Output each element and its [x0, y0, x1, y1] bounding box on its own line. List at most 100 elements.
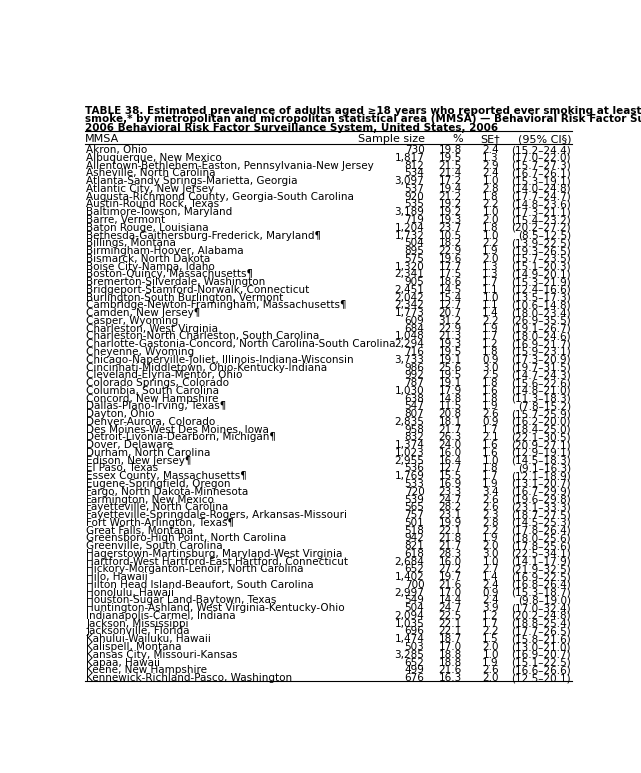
- Text: (20.2–27.2): (20.2–27.2): [512, 223, 571, 233]
- Text: 12.7: 12.7: [438, 464, 462, 473]
- Text: 1.7: 1.7: [482, 618, 499, 628]
- Text: (15.7–27.3): (15.7–27.3): [511, 161, 571, 171]
- Text: (13.0–21.0): (13.0–21.0): [512, 642, 571, 652]
- Text: 1.4: 1.4: [482, 572, 499, 582]
- Text: 18.2: 18.2: [438, 238, 462, 248]
- Text: 2.0: 2.0: [483, 541, 499, 551]
- Text: Cheyenne, Wyoming: Cheyenne, Wyoming: [86, 347, 194, 357]
- Text: 2.4: 2.4: [482, 595, 499, 605]
- Text: Charleston, West Virginia: Charleston, West Virginia: [86, 324, 218, 334]
- Text: 1.9: 1.9: [482, 479, 499, 489]
- Text: (14.9–20.1): (14.9–20.1): [512, 269, 571, 279]
- Text: 28.3: 28.3: [438, 549, 462, 559]
- Text: 812: 812: [404, 161, 424, 171]
- Text: (9.8–19.0): (9.8–19.0): [518, 595, 571, 605]
- Text: 27.2: 27.2: [438, 564, 462, 574]
- Text: 2.6: 2.6: [482, 502, 499, 512]
- Text: Austin-Round Rock, Texas: Austin-Round Rock, Texas: [86, 199, 219, 209]
- Text: Detroit-Livonia-Dearborn, Michigan¶: Detroit-Livonia-Dearborn, Michigan¶: [86, 432, 276, 442]
- Text: 1,773: 1,773: [394, 308, 424, 318]
- Text: 19.6: 19.6: [438, 254, 462, 264]
- Text: (15.3–19.1): (15.3–19.1): [511, 176, 571, 186]
- Text: Cleveland-Elyria-Mentor, Ohio: Cleveland-Elyria-Mentor, Ohio: [86, 370, 242, 380]
- Text: 1.9: 1.9: [482, 658, 499, 668]
- Text: 2.5: 2.5: [482, 370, 499, 380]
- Text: 958: 958: [404, 424, 424, 434]
- Text: Atlantic City, New Jersey: Atlantic City, New Jersey: [86, 184, 214, 194]
- Text: 1,817: 1,817: [394, 153, 424, 163]
- Text: 22.9: 22.9: [438, 324, 462, 334]
- Text: Durham, North Carolina: Durham, North Carolina: [86, 448, 210, 458]
- Text: 1.7: 1.7: [482, 332, 499, 342]
- Text: Sample size: Sample size: [358, 135, 426, 145]
- Text: Houston-Sugar Land-Baytown, Texas: Houston-Sugar Land-Baytown, Texas: [86, 595, 276, 605]
- Text: 2.0: 2.0: [483, 254, 499, 264]
- Text: (16.8–26.4): (16.8–26.4): [511, 580, 571, 590]
- Text: 2.0: 2.0: [483, 642, 499, 652]
- Text: 17.5: 17.5: [438, 269, 462, 279]
- Text: 3.4: 3.4: [482, 487, 499, 497]
- Text: 700: 700: [404, 580, 424, 590]
- Text: 2.4: 2.4: [482, 145, 499, 155]
- Text: 24.7: 24.7: [438, 495, 462, 505]
- Text: (15.3–18.7): (15.3–18.7): [511, 587, 571, 598]
- Text: 15.5: 15.5: [438, 472, 462, 482]
- Text: (19.3–26.5): (19.3–26.5): [511, 246, 571, 256]
- Text: 1,402: 1,402: [395, 572, 424, 582]
- Text: 24.7: 24.7: [438, 603, 462, 613]
- Text: 23.7: 23.7: [438, 223, 462, 233]
- Text: Camden, New Jersey¶: Camden, New Jersey¶: [86, 308, 201, 318]
- Text: 2.3: 2.3: [482, 510, 499, 520]
- Text: 17.9: 17.9: [438, 386, 462, 396]
- Text: Akron, Ohio: Akron, Ohio: [86, 145, 147, 155]
- Text: 3,285: 3,285: [394, 650, 424, 660]
- Text: (16.7–29.9): (16.7–29.9): [511, 487, 571, 497]
- Text: 2006 Behavioral Risk Factor Surveillance System, United States, 2006: 2006 Behavioral Risk Factor Surveillance…: [85, 122, 498, 132]
- Text: 1,769: 1,769: [394, 472, 424, 482]
- Text: Kennewick-Richland-Pasco, Washington: Kennewick-Richland-Pasco, Washington: [86, 673, 292, 683]
- Text: 920: 920: [404, 192, 424, 202]
- Text: 638: 638: [404, 393, 424, 404]
- Text: (14.1–17.9): (14.1–17.9): [511, 557, 571, 567]
- Text: 25.6: 25.6: [438, 363, 462, 373]
- Text: 0.9: 0.9: [483, 355, 499, 365]
- Text: 2.6: 2.6: [482, 409, 499, 419]
- Text: 1.3: 1.3: [482, 261, 499, 271]
- Text: (22.1–30.5): (22.1–30.5): [512, 432, 571, 442]
- Text: 501: 501: [404, 518, 424, 528]
- Text: 12.7: 12.7: [438, 301, 462, 311]
- Text: 19.9: 19.9: [438, 518, 462, 528]
- Text: Greensboro-High Point, North Carolina: Greensboro-High Point, North Carolina: [86, 533, 287, 543]
- Text: (15.2–24.4): (15.2–24.4): [511, 145, 571, 155]
- Text: 16.0: 16.0: [438, 448, 462, 458]
- Text: 1.7: 1.7: [482, 424, 499, 434]
- Text: 21.7: 21.7: [438, 424, 462, 434]
- Text: 22.9: 22.9: [438, 246, 462, 256]
- Text: Indianapolis-Carmel, Indiana: Indianapolis-Carmel, Indiana: [86, 611, 236, 621]
- Text: 905: 905: [404, 277, 424, 287]
- Text: 1.9: 1.9: [482, 401, 499, 411]
- Text: (17.0–22.0): (17.0–22.0): [512, 153, 571, 163]
- Text: 17.0: 17.0: [438, 587, 462, 598]
- Text: 536: 536: [404, 464, 424, 473]
- Text: 2,997: 2,997: [394, 587, 424, 598]
- Text: 1,035: 1,035: [395, 618, 424, 628]
- Text: (14.8–23.6): (14.8–23.6): [511, 199, 571, 209]
- Text: (21.9–32.5): (21.9–32.5): [511, 564, 571, 574]
- Text: (14.8–21.0): (14.8–21.0): [512, 386, 571, 396]
- Text: 3,733: 3,733: [394, 355, 424, 365]
- Text: 1.2: 1.2: [482, 339, 499, 349]
- Text: 2,684: 2,684: [394, 557, 424, 567]
- Text: Baton Rouge, Louisiana: Baton Rouge, Louisiana: [86, 223, 209, 233]
- Text: (12.5–20.1): (12.5–20.1): [512, 673, 571, 683]
- Text: 942: 942: [404, 533, 424, 543]
- Text: 2,342: 2,342: [394, 301, 424, 311]
- Text: 986: 986: [404, 363, 424, 373]
- Text: 730: 730: [404, 145, 424, 155]
- Text: Hilton Head Island-Beaufort, South Carolina: Hilton Head Island-Beaufort, South Carol…: [86, 580, 313, 590]
- Text: Kansas City, Missouri-Kansas: Kansas City, Missouri-Kansas: [86, 650, 238, 660]
- Text: (15.7–23.5): (15.7–23.5): [511, 254, 571, 264]
- Text: Asheville, North Carolina: Asheville, North Carolina: [86, 169, 215, 179]
- Text: (15.8–21.6): (15.8–21.6): [511, 634, 571, 644]
- Text: 1.0: 1.0: [483, 207, 499, 217]
